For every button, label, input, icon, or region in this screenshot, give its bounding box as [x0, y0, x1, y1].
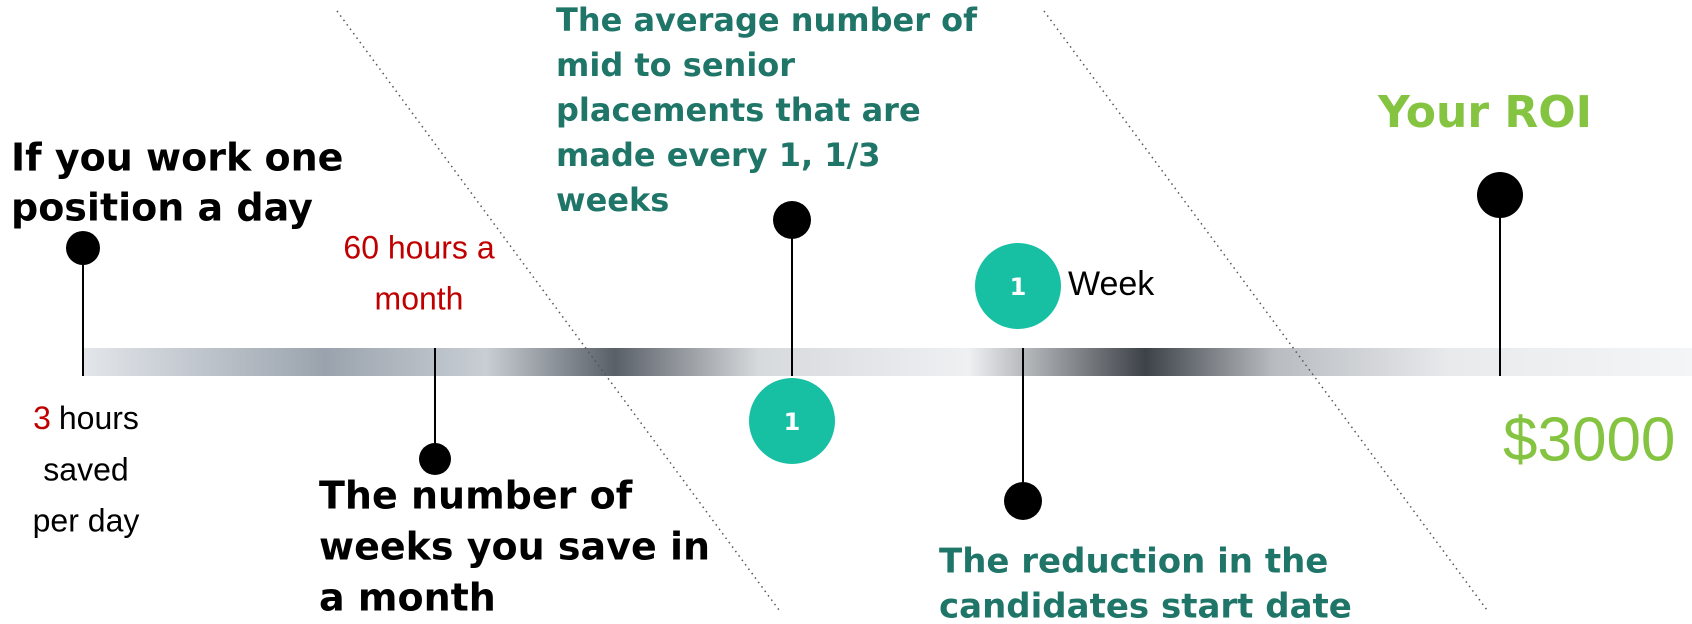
heading-line: weeks you save in [319, 525, 710, 569]
heading-line: candidates start date [939, 587, 1352, 624]
heading-line: position a day [11, 186, 313, 230]
pin-head [1004, 482, 1042, 520]
heading-line: The average number of [556, 1, 978, 39]
pin-head [773, 201, 811, 239]
badge-label: 1 [784, 408, 801, 436]
heading-line: The reduction in the [939, 542, 1328, 582]
pin-head [1477, 172, 1523, 218]
note-line: saved [43, 451, 128, 487]
timeline-strip [84, 348, 1692, 376]
badge-caption: Week [1068, 265, 1155, 303]
highlight: 3 [33, 400, 51, 436]
note-line: per day [33, 502, 140, 538]
pin-head [419, 443, 451, 475]
highlight-line: month [375, 280, 464, 316]
highlight-line: 60 hours a [343, 229, 494, 265]
heading-line: The number of [319, 474, 633, 518]
result-value: $3000 [1503, 405, 1675, 474]
page: {"pins": [ {"title_lines": ["If you work… [0, 0, 1692, 624]
heading-line: Your ROI [1377, 87, 1592, 138]
badge-label: 1 [1010, 273, 1027, 301]
pin-head [66, 231, 100, 265]
timeline-infographic: If you work one position a day 3hours saved… [0, 0, 1692, 624]
heading-line: weeks [556, 181, 669, 219]
heading-line: placements that are [556, 91, 921, 129]
heading-line: mid to senior [556, 46, 795, 84]
note-word: hours [59, 400, 139, 436]
heading-line: a month [319, 576, 496, 620]
heading-line: If you work one [11, 136, 343, 180]
heading-line: made every 1, 1/3 [556, 136, 881, 174]
